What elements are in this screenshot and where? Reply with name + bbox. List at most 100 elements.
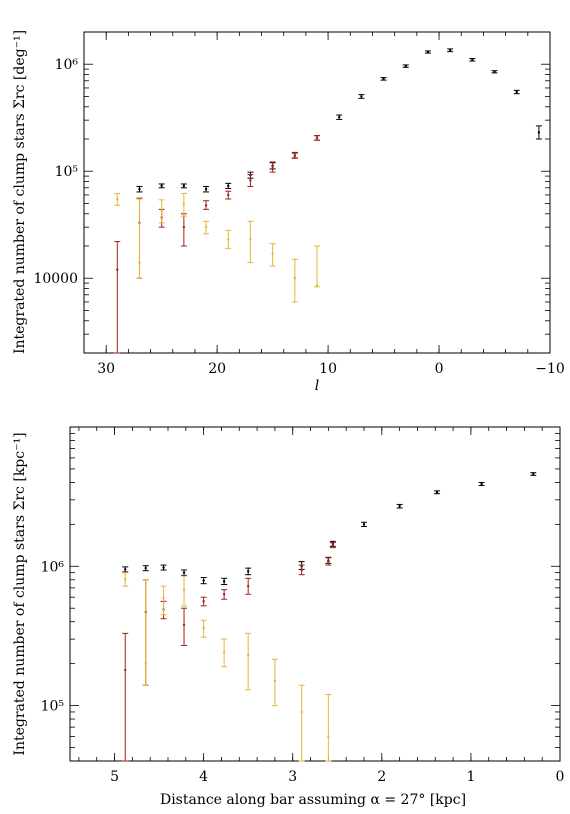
top-y-axis-label: Integrated number of clump stars Σrc [de… [12, 30, 28, 354]
data-point [202, 600, 205, 603]
bottom-series-2-point [181, 575, 188, 607]
data-point [144, 566, 147, 570]
top-series-0-point [380, 77, 387, 81]
top-data-marks [114, 48, 542, 354]
bottom-x-axis-label: Distance along bar assuming α = 27° [kpc… [160, 792, 466, 808]
top-x-tick-label: 30 [97, 361, 115, 377]
bottom-series-2-point [200, 619, 207, 638]
top-series-2-point [158, 199, 165, 224]
top-y-tick-label: 10000 [33, 271, 78, 287]
data-point [182, 588, 186, 591]
top-x-tick-label: 10 [319, 361, 337, 377]
data-point [448, 49, 452, 52]
top-series-2-point [314, 245, 320, 288]
top-series-0-point [358, 94, 365, 99]
top-series-2-point [225, 229, 232, 249]
data-point [327, 735, 330, 738]
bottom-axis-ticks: 5 4 3 2 1 0 10⁵ 10⁶ [41, 427, 565, 785]
data-point [124, 568, 127, 571]
top-series-0-point [447, 48, 454, 53]
top-series-0-point [158, 183, 165, 189]
bottom-series-0-point [160, 564, 167, 571]
data-point [204, 204, 208, 207]
data-point [246, 584, 250, 588]
data-point [249, 179, 252, 182]
data-point [116, 197, 119, 201]
bottom-x-tick-label: 2 [377, 769, 386, 785]
data-point [480, 482, 483, 486]
data-point [300, 568, 303, 572]
bottom-y-axis-label: Integrated number of clump stars Σrc [kp… [12, 432, 28, 755]
data-point [202, 626, 205, 630]
data-point [160, 184, 163, 188]
data-point [271, 165, 274, 168]
data-point [124, 577, 127, 581]
data-point [293, 154, 297, 157]
bottom-series-0-point [396, 503, 403, 509]
data-point [435, 491, 439, 494]
top-series-2-point [247, 220, 254, 264]
data-point [222, 593, 226, 596]
data-point [426, 50, 430, 54]
data-point [315, 136, 319, 140]
bottom-series-2-point [142, 579, 149, 686]
bottom-series-2-point [298, 684, 305, 762]
top-series-0-point [491, 70, 498, 74]
top-series-0-point [136, 185, 143, 193]
data-point [227, 193, 230, 197]
bottom-series-0-point [245, 567, 252, 576]
bottom-plot-frame [69, 426, 561, 762]
bottom-x-tick-label: 4 [199, 769, 208, 785]
bottom-x-tick-label: 3 [288, 769, 297, 785]
bottom-series-1-point [325, 557, 332, 566]
data-point [362, 523, 366, 526]
bottom-series-0-point [434, 490, 441, 495]
bottom-series-0-point [361, 521, 367, 528]
top-plot-frame [83, 31, 551, 354]
bottom-data-marks [122, 472, 537, 762]
bottom-series-1-point [329, 542, 336, 549]
data-point [182, 623, 186, 627]
data-point [337, 115, 341, 119]
top-series-1-point [203, 200, 210, 210]
bottom-series-1-point [298, 564, 305, 576]
data-point [204, 225, 208, 229]
data-point [532, 472, 535, 476]
top-series-0-point [336, 114, 343, 120]
data-point [144, 662, 147, 665]
bottom-series-0-point [142, 565, 149, 572]
data-point [271, 252, 274, 255]
top-series-1-point [247, 174, 254, 187]
data-point [471, 58, 474, 61]
data-point [162, 566, 165, 569]
bottom-x-tick-label: 0 [556, 769, 565, 785]
top-series-2-point [203, 220, 210, 235]
bottom-series-1-point [200, 596, 207, 607]
data-point [138, 187, 141, 191]
data-point [182, 571, 186, 574]
data-point [327, 560, 330, 563]
data-point [182, 225, 186, 229]
data-point [182, 202, 186, 205]
data-point [227, 238, 230, 241]
bottom-panel: 5 4 3 2 1 0 10⁵ 10⁶ Distance along bar assuming… [12, 426, 565, 808]
bottom-y-tick-label: 10⁶ [41, 559, 65, 575]
top-series-0-point [513, 89, 520, 95]
bottom-series-0-point [200, 577, 207, 585]
top-series-2-point [136, 198, 143, 279]
top-series-2-point [269, 243, 276, 267]
data-point [537, 131, 541, 134]
top-y-tick-label: 10⁶ [55, 57, 79, 73]
data-point [331, 543, 335, 547]
data-point [222, 580, 226, 583]
top-series-0-point [402, 64, 409, 68]
top-series-1-point [314, 135, 320, 141]
data-point [273, 679, 277, 683]
bottom-series-1-point [181, 607, 188, 646]
bottom-series-2-point [325, 694, 332, 762]
top-series-0-point [424, 50, 431, 54]
data-point [515, 90, 518, 94]
data-point [162, 597, 165, 600]
data-point [249, 238, 252, 241]
bottom-series-1-point [221, 589, 228, 600]
